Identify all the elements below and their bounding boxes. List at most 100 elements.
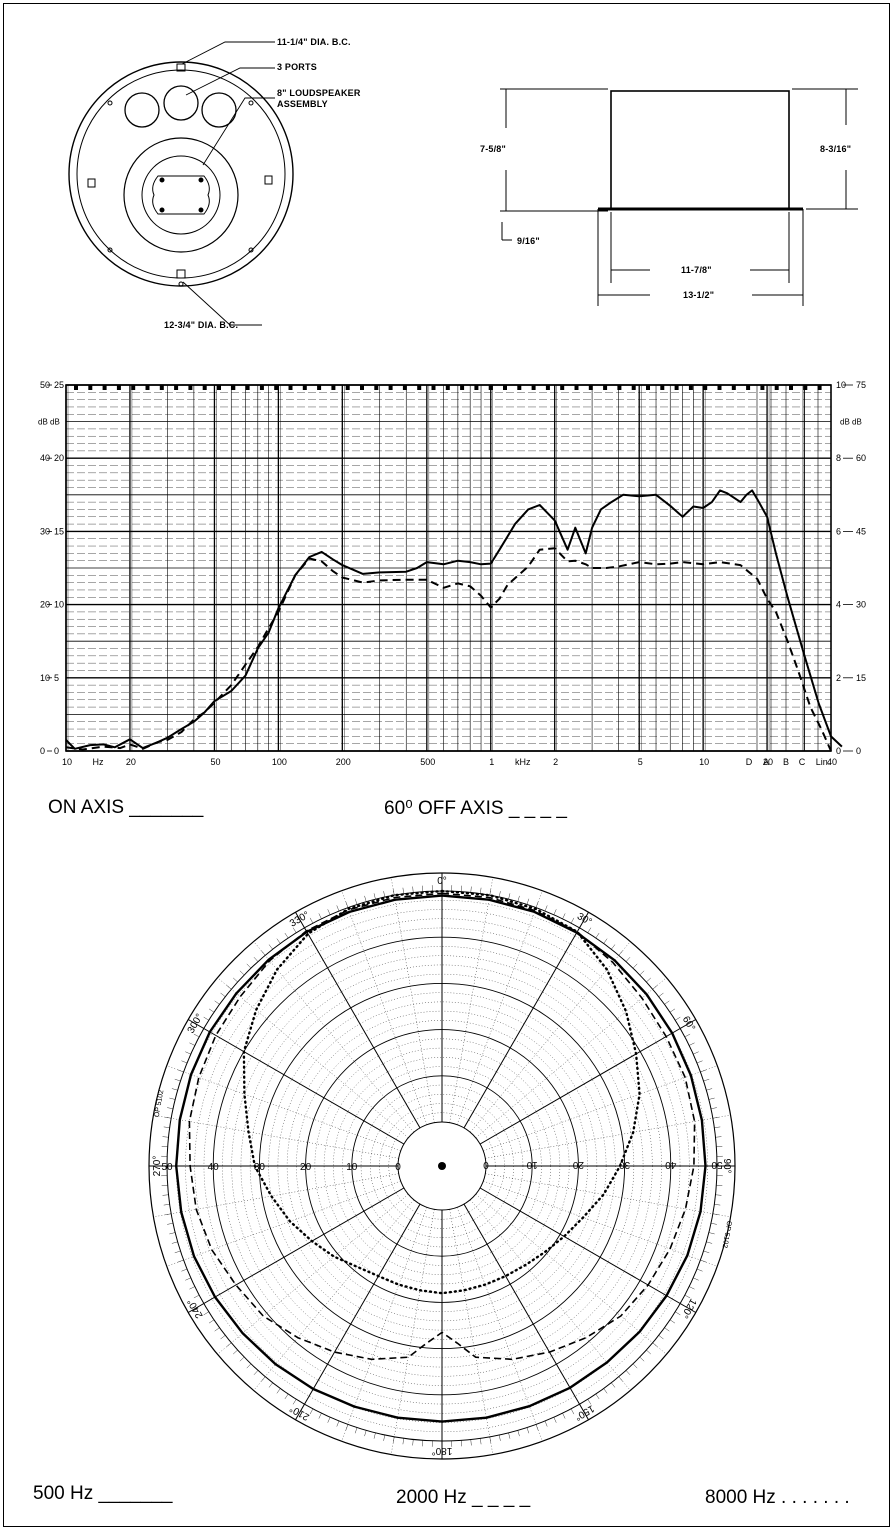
top-tick: [74, 385, 78, 390]
polar-minor-tick: [646, 1349, 651, 1355]
top-tick: [259, 385, 264, 390]
polar-spoke: [341, 890, 428, 1125]
polar-minor-tick: [354, 1427, 358, 1434]
polar-minor-tick: [693, 1277, 699, 1281]
callout-ports: 3 PORTS: [277, 62, 317, 72]
polar-minor-tick: [239, 1356, 245, 1362]
polar-side-text-right: OP 5102: [721, 1220, 733, 1248]
x-tick-label: 10: [699, 757, 709, 767]
top-tick: [674, 385, 679, 390]
top-tick: [617, 385, 622, 390]
polar-radial-label-right: 0: [483, 1159, 489, 1170]
y-tick-label-db50: 0: [40, 746, 45, 756]
polar-minor-tick: [526, 1427, 530, 1434]
polar-minor-tick: [336, 1420, 340, 1427]
polar-minor-tick: [239, 970, 245, 976]
polar-spoke: [295, 912, 421, 1129]
mechanical-drawing: [68, 41, 858, 326]
top-tick: [646, 385, 650, 390]
legend-500hz: 500 Hz _______: [33, 1483, 173, 1504]
polar-angle-label: 300°: [186, 1012, 206, 1035]
top-tick: [789, 385, 793, 390]
polar-minor-tick: [489, 889, 491, 896]
polar-minor-tick: [689, 1042, 695, 1046]
front-view: [68, 61, 294, 287]
polar-minor-tick: [284, 1393, 289, 1400]
polar-minor-tick: [301, 922, 305, 928]
polar-minor-tick: [162, 1136, 169, 1138]
top-tick: [288, 385, 293, 390]
y-tick-label-db50: 20: [40, 600, 50, 610]
top-tick: [217, 385, 221, 390]
polar-radial-label-left: 40: [208, 1162, 220, 1173]
polar-spoke: [475, 977, 667, 1138]
top-tick: [231, 385, 236, 390]
polar-minor-tick: [189, 1286, 195, 1290]
top-tick: [488, 385, 493, 390]
side-view: [500, 88, 858, 306]
polar-minor-tick: [165, 1117, 172, 1119]
top-tick: [102, 385, 107, 390]
polar-minor-tick: [587, 1399, 592, 1405]
top-tick: [503, 385, 507, 390]
y-tick-label-right-outer: 75: [856, 380, 866, 390]
polar-minor-tick: [611, 1382, 616, 1388]
dim-outer-width: 13-1/2": [683, 290, 715, 300]
page-frame: [3, 3, 890, 1527]
polar-minor-tick: [611, 944, 616, 950]
y-tick-label-db50: 40: [40, 453, 50, 463]
polar-minor-tick: [703, 1250, 710, 1254]
polar-angle-label: 210°: [288, 1402, 311, 1422]
polar-spoke: [166, 1180, 401, 1267]
polar-minor-tick: [652, 985, 658, 990]
callout-speaker-1: 8" LOUDSPEAKER: [277, 88, 361, 98]
series-500hz-line: [174, 894, 707, 1423]
polar-minor-tick: [167, 1107, 174, 1110]
x-tick-label: C: [799, 757, 806, 767]
polar-spoke: [485, 1114, 731, 1159]
polar-minor-tick: [198, 1303, 204, 1307]
polar-minor-tick: [710, 1222, 717, 1225]
polar-spoke: [153, 1173, 399, 1218]
top-tick: [760, 385, 765, 390]
top-tick: [445, 385, 450, 390]
polar-minor-tick: [544, 1420, 548, 1427]
polar-minor-tick: [715, 1194, 722, 1196]
polar-minor-tick: [579, 1404, 583, 1410]
polar-minor-tick: [220, 992, 226, 997]
callout-bc-inner: 11-1/4" DIA. B.C.: [277, 37, 351, 47]
polar-minor-tick: [646, 977, 651, 983]
polar-minor-tick: [562, 1413, 566, 1419]
polar-minor-tick: [535, 1424, 539, 1431]
polar-minor-tick: [301, 1404, 305, 1410]
polar-minor-tick: [669, 1319, 676, 1324]
polar-minor-tick: [618, 1376, 623, 1382]
polar-minor-tick: [167, 1222, 174, 1225]
polar-minor-tick: [706, 1241, 713, 1244]
polar-minor-tick: [383, 891, 386, 898]
polar-minor-tick: [226, 1342, 232, 1347]
polar-minor-tick: [393, 1436, 395, 1443]
polar-spoke: [449, 877, 494, 1123]
top-tick: [717, 385, 722, 390]
polar-minor-tick: [696, 1060, 703, 1064]
polar-minor-tick: [185, 1051, 191, 1055]
polar-minor-tick: [700, 1069, 707, 1073]
polar-minor-tick: [233, 977, 238, 983]
polar-minor-tick: [193, 1033, 200, 1038]
top-tick: [574, 385, 579, 390]
top-tick: [803, 385, 808, 390]
dim-right-height: 8-3/16": [820, 144, 852, 154]
polar-minor-tick: [587, 927, 592, 933]
polar-spoke: [166, 1065, 401, 1152]
dim-flange: 9/16": [517, 236, 540, 246]
polar-minor-tick: [625, 1370, 631, 1375]
polar-spoke: [475, 1194, 667, 1355]
polar-minor-tick: [708, 1232, 715, 1235]
top-tick: [417, 385, 422, 390]
polar-minor-tick: [680, 1303, 686, 1307]
x-tick-label: 100: [272, 757, 287, 767]
polar-spoke: [253, 941, 414, 1133]
x-tick-label: 5: [638, 757, 643, 767]
